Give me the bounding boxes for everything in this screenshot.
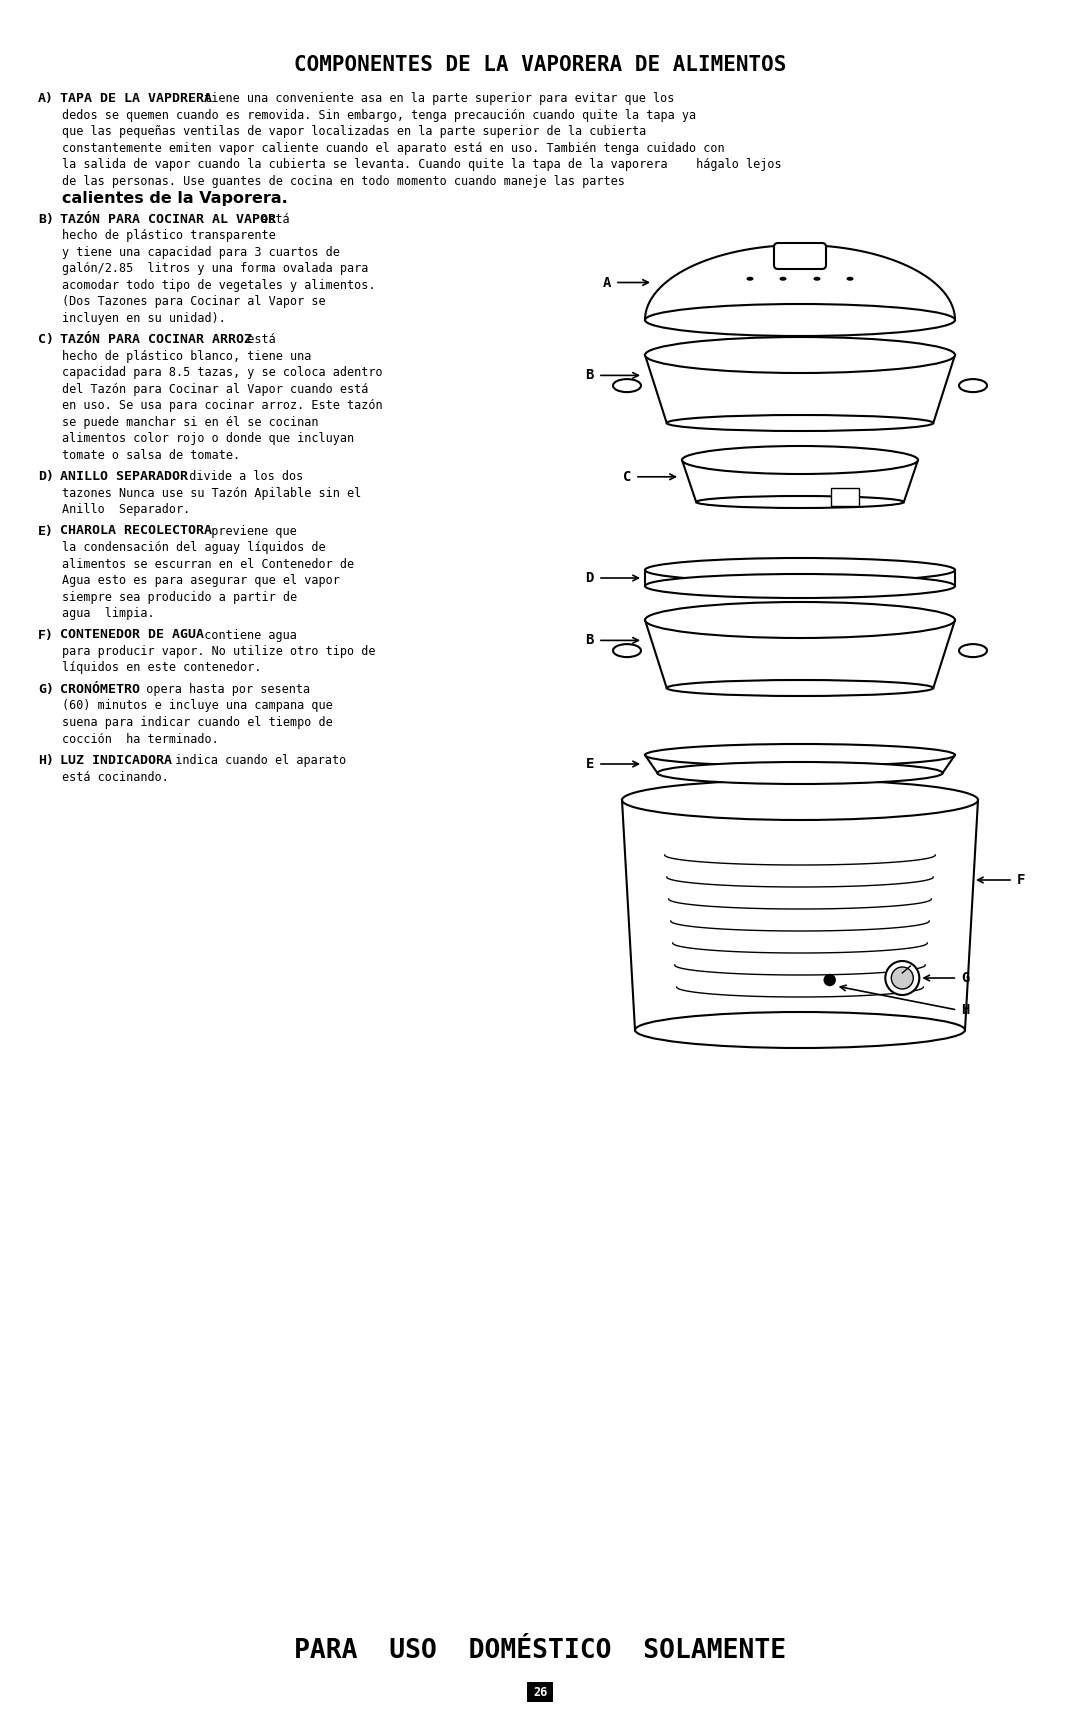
Text: tazones Nunca use su Tazón Apilable sin el: tazones Nunca use su Tazón Apilable sin … (62, 486, 361, 500)
Text: tomate o salsa de tomate.: tomate o salsa de tomate. (62, 448, 240, 462)
Ellipse shape (658, 762, 943, 783)
Text: hecho de plástico blanco, tiene una: hecho de plástico blanco, tiene una (62, 349, 311, 363)
Text: que las pequeñas ventilas de vapor localizadas en la parte superior de la cubier: que las pequeñas ventilas de vapor local… (62, 124, 646, 138)
Text: CRONÓMETRO: CRONÓMETRO (60, 683, 140, 697)
Text: CHAROLA RECOLECTORA: CHAROLA RECOLECTORA (60, 524, 212, 538)
Text: (Dos Tazones para Cocinar al Vapor se: (Dos Tazones para Cocinar al Vapor se (62, 296, 326, 308)
Text: H): H) (38, 754, 54, 768)
Text: está cocinando.: está cocinando. (62, 771, 168, 783)
Ellipse shape (891, 967, 914, 989)
Text: D: D (585, 571, 594, 584)
Text: líquidos en este contenedor.: líquidos en este contenedor. (62, 662, 261, 674)
Text: hecho de plástico transparente: hecho de plástico transparente (62, 228, 275, 242)
Text: B: B (585, 633, 594, 647)
Ellipse shape (645, 602, 955, 638)
Text: indica cuando el aparato: indica cuando el aparato (161, 754, 346, 768)
Text: E): E) (38, 524, 54, 538)
Ellipse shape (886, 961, 919, 994)
Ellipse shape (813, 277, 821, 280)
FancyBboxPatch shape (774, 244, 826, 270)
Text: Anillo  Separador.: Anillo Separador. (62, 503, 190, 515)
Text: contiene agua: contiene agua (190, 629, 297, 641)
Text: COMPONENTES DE LA VAPORERA DE ALIMENTOS: COMPONENTES DE LA VAPORERA DE ALIMENTOS (294, 55, 786, 74)
Text: se puede manchar si en él se cocinan: se puede manchar si en él se cocinan (62, 415, 319, 429)
Ellipse shape (645, 743, 955, 766)
Ellipse shape (635, 1011, 966, 1048)
Text: A: A (603, 275, 611, 289)
Text: capacidad para 8.5 tazas, y se coloca adentro: capacidad para 8.5 tazas, y se coloca ad… (62, 367, 382, 379)
Text: (60) minutos e incluye una campana que: (60) minutos e incluye una campana que (62, 700, 333, 712)
Ellipse shape (666, 679, 933, 697)
Text: LUZ INDICADORA: LUZ INDICADORA (60, 754, 172, 768)
Bar (832, 488, 860, 507)
Text: Agua esto es para asegurar que el vapor: Agua esto es para asegurar que el vapor (62, 574, 340, 588)
Text: tiene una conveniente asa en la parte superior para evitar que los: tiene una conveniente asa en la parte su… (197, 92, 674, 105)
Ellipse shape (959, 379, 987, 392)
Text: incluyen en su unidad).: incluyen en su unidad). (62, 311, 226, 325)
Text: la salida de vapor cuando la cubierta se levanta. Cuando quite la tapa de la vap: la salida de vapor cuando la cubierta se… (62, 157, 782, 171)
Text: TAPA DE LA VAPDRERA: TAPA DE LA VAPDRERA (60, 92, 212, 105)
Text: divide a los dos: divide a los dos (175, 470, 303, 482)
Ellipse shape (681, 446, 918, 474)
Ellipse shape (622, 780, 978, 820)
Ellipse shape (645, 574, 955, 598)
Text: CONTENEDOR DE AGUA: CONTENEDOR DE AGUA (60, 629, 204, 641)
Text: E: E (585, 757, 594, 771)
Text: F): F) (38, 629, 54, 641)
Text: para producir vapor. No utilize otro tipo de: para producir vapor. No utilize otro tip… (62, 645, 376, 659)
Text: de las personas. Use guantes de cocina en todo momento cuando maneje las partes: de las personas. Use guantes de cocina e… (62, 175, 625, 187)
Text: está: está (233, 334, 275, 346)
Text: constantemente emiten vapor caliente cuando el aparato está en uso. También teng: constantemente emiten vapor caliente cua… (62, 142, 725, 154)
Text: cocción  ha terminado.: cocción ha terminado. (62, 733, 219, 745)
Text: TAZÓN PARA COCINAR AL VAPOR: TAZÓN PARA COCINAR AL VAPOR (60, 213, 276, 225)
Ellipse shape (746, 277, 754, 280)
Text: C: C (623, 470, 631, 484)
Text: G): G) (38, 683, 54, 697)
Text: G: G (961, 972, 970, 986)
Text: agua  limpia.: agua limpia. (62, 607, 154, 621)
Text: galón/2.85  litros y una forma ovalada para: galón/2.85 litros y una forma ovalada pa… (62, 263, 368, 275)
Ellipse shape (780, 277, 786, 280)
Text: siempre sea producido a partir de: siempre sea producido a partir de (62, 591, 297, 603)
Ellipse shape (645, 304, 955, 335)
Text: opera hasta por sesenta: opera hasta por sesenta (132, 683, 310, 697)
Text: PARA  USO  DOMÉSTICO  SOLAMENTE: PARA USO DOMÉSTICO SOLAMENTE (294, 1637, 786, 1663)
Text: alimentos se escurran en el Contenedor de: alimentos se escurran en el Contenedor d… (62, 557, 354, 571)
Ellipse shape (613, 379, 642, 392)
Text: dedos se quemen cuando es removida. Sin embargo, tenga precaución cuando quite l: dedos se quemen cuando es removida. Sin … (62, 109, 697, 121)
Text: A): A) (38, 92, 54, 105)
Text: TAZÓN PARA COCINAR ARROZ: TAZÓN PARA COCINAR ARROZ (60, 334, 252, 346)
Text: D): D) (38, 470, 54, 482)
Text: H: H (961, 1003, 970, 1017)
Text: B): B) (38, 213, 54, 225)
Text: calientes de la Vaporera.: calientes de la Vaporera. (62, 190, 287, 206)
Text: alimentos color rojo o donde que incluyan: alimentos color rojo o donde que incluya… (62, 432, 354, 444)
Text: la condensación del aguay líquidos de: la condensación del aguay líquidos de (62, 541, 326, 553)
Ellipse shape (645, 337, 955, 373)
Text: ANILLO SEPARADOR: ANILLO SEPARADOR (60, 470, 188, 482)
Ellipse shape (847, 277, 853, 280)
Text: y tiene una capacidad para 3 cuartos de: y tiene una capacidad para 3 cuartos de (62, 246, 340, 259)
Text: previene que: previene que (197, 524, 297, 538)
Text: en uso. Se usa para cocinar arroz. Este tazón: en uso. Se usa para cocinar arroz. Este … (62, 399, 382, 412)
Text: C): C) (38, 334, 54, 346)
Text: del Tazón para Cocinar al Vapor cuando está: del Tazón para Cocinar al Vapor cuando e… (62, 382, 368, 396)
Text: suena para indicar cuando el tiempo de: suena para indicar cuando el tiempo de (62, 716, 333, 730)
Ellipse shape (824, 975, 835, 986)
Ellipse shape (613, 645, 642, 657)
Bar (527, 1682, 553, 1701)
Ellipse shape (666, 415, 933, 431)
Text: F: F (1017, 873, 1025, 887)
Ellipse shape (645, 558, 955, 583)
Text: 26: 26 (532, 1686, 548, 1700)
Ellipse shape (697, 496, 904, 508)
Ellipse shape (959, 645, 987, 657)
Text: acomodar todo tipo de vegetales y alimentos.: acomodar todo tipo de vegetales y alimen… (62, 278, 376, 292)
Text: B: B (585, 368, 594, 382)
Text: está: está (255, 213, 291, 225)
